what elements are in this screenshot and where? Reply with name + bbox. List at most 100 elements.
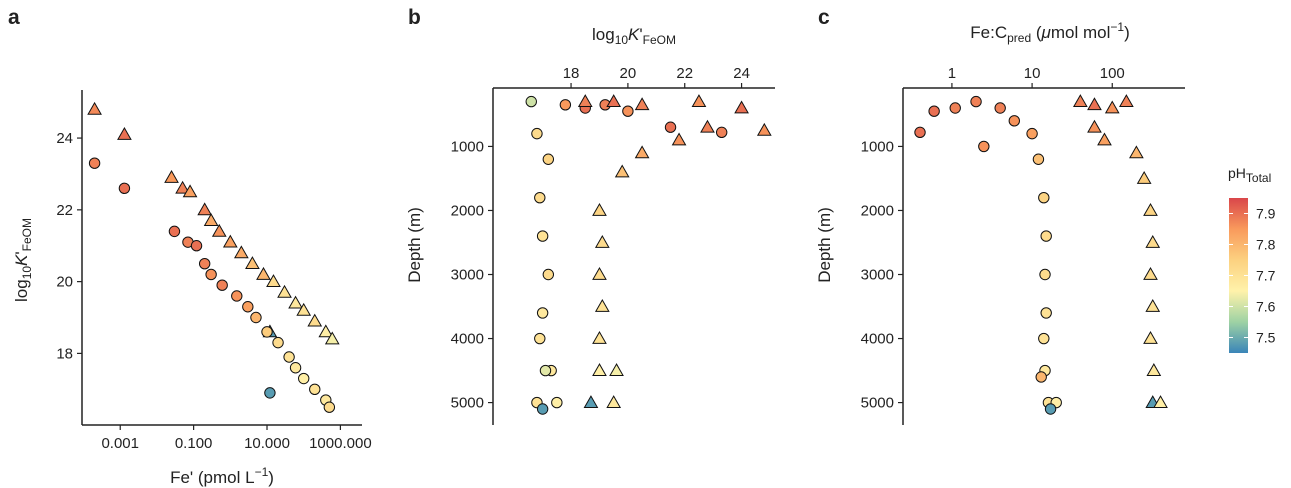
data-point-triangle xyxy=(1104,100,1120,114)
data-point-circle xyxy=(559,99,572,111)
data-point-triangle xyxy=(324,331,340,345)
panel-c-y-tick-label: 5000 xyxy=(861,395,894,412)
data-point-circle xyxy=(298,372,310,385)
panel-b-y-tick-label: 5000 xyxy=(451,395,484,412)
data-point-circle xyxy=(978,140,990,153)
panel-a-x-tick-label: 10.000 xyxy=(244,435,290,452)
panel-c-x-tick-label: 1 xyxy=(948,65,956,82)
data-point-circle xyxy=(622,105,634,117)
panel-a-y-tick-label: 22 xyxy=(56,202,73,219)
data-point-triangle xyxy=(296,302,312,316)
panel-b-y-title: Depth (m) xyxy=(405,207,424,283)
panel-a-y-tick-label: 24 xyxy=(56,130,73,147)
data-point-circle xyxy=(715,126,728,139)
data-point-circle xyxy=(1035,371,1047,383)
panel-c-y-tick-label: 3000 xyxy=(861,267,894,284)
data-point-circle xyxy=(1026,127,1038,140)
data-point-triangle xyxy=(594,299,610,312)
data-point-circle xyxy=(1039,268,1051,281)
panel-a-x-title: Fe' (pmol L−1) xyxy=(170,465,274,487)
data-point-triangle xyxy=(87,101,102,115)
data-point-triangle xyxy=(1145,299,1161,312)
panel-a-x-tick-label: 0.100 xyxy=(175,435,213,452)
data-point-circle xyxy=(198,257,211,270)
data-point-triangle xyxy=(1136,170,1152,184)
data-point-triangle xyxy=(307,313,323,327)
data-point-circle xyxy=(542,268,555,281)
data-point-circle xyxy=(536,403,549,415)
data-point-triangle xyxy=(592,267,607,280)
panel-a-x-tick-label: 1000.000 xyxy=(309,435,372,452)
data-point-triangle xyxy=(203,213,219,226)
data-point-circle xyxy=(1040,230,1052,242)
data-point-circle xyxy=(1008,115,1020,127)
data-point-circle xyxy=(914,126,926,139)
data-point-circle xyxy=(536,307,549,319)
data-point-triangle xyxy=(577,94,593,107)
data-point-triangle xyxy=(1143,331,1158,344)
data-point-circle xyxy=(168,225,181,238)
data-point-triangle xyxy=(222,234,238,248)
panel-c-x-tick-label: 10 xyxy=(1024,65,1041,82)
panel-a-y-title: log10K'FeOM xyxy=(12,218,34,302)
data-point-triangle xyxy=(117,126,132,140)
data-point-triangle xyxy=(266,274,281,287)
data-point-circle xyxy=(970,95,982,108)
panel-c-y-title: Depth (m) xyxy=(815,207,834,283)
data-point-triangle xyxy=(583,395,599,408)
panel-a-label: a xyxy=(8,6,20,29)
data-point-triangle xyxy=(1119,94,1134,107)
legend-tick-label: 7.6 xyxy=(1256,299,1276,315)
panel-c-y-tick-label: 1000 xyxy=(861,138,894,155)
data-point-triangle xyxy=(1146,363,1162,376)
data-point-triangle xyxy=(1143,267,1158,280)
panel-c-y-tick-label: 4000 xyxy=(861,331,894,348)
data-point-triangle xyxy=(700,119,715,133)
panel-c-x-title: Fe:Cpred (μmol mol−1) xyxy=(970,20,1129,45)
legend-tick-label: 7.9 xyxy=(1256,206,1276,222)
data-point-circle xyxy=(323,401,336,413)
data-point-triangle xyxy=(197,202,213,216)
data-point-circle xyxy=(205,268,217,281)
data-point-circle xyxy=(534,332,546,345)
data-point-triangle xyxy=(756,122,772,136)
data-point-triangle xyxy=(288,295,303,309)
panel-c-label: c xyxy=(818,6,830,29)
data-point-triangle xyxy=(1145,234,1161,248)
data-point-circle xyxy=(261,326,273,338)
data-point-triangle xyxy=(606,94,622,107)
data-point-circle xyxy=(216,279,228,291)
panel-b-x-title: log10K'FeOM xyxy=(592,25,676,47)
panel-b-plot: 18 20 22 24 1000 2000 3000 4000 5000 xyxy=(451,65,772,415)
data-point-triangle xyxy=(606,395,622,408)
data-point-circle xyxy=(88,157,101,169)
data-point-circle xyxy=(539,364,552,377)
data-point-triangle xyxy=(1153,395,1168,408)
data-point-triangle xyxy=(614,164,630,178)
data-point-circle xyxy=(272,336,284,349)
data-point-triangle xyxy=(318,324,334,338)
data-point-circle xyxy=(242,301,254,313)
data-point-circle xyxy=(949,102,961,114)
data-point-circle xyxy=(1038,332,1050,345)
panel-c-plot: 1 10 100 1000 2000 3000 4000 5000 xyxy=(861,65,1168,415)
panel-c: c 1 10 100 1000 2000 3000 4000 5000 Fe:Cpred (μ… xyxy=(815,6,1185,425)
data-point-circle xyxy=(551,396,563,409)
legend-colorbar xyxy=(1229,198,1248,353)
panel-c-x-tick-label: 100 xyxy=(1100,65,1125,82)
panel-b-x-tick-label: 24 xyxy=(733,65,750,82)
panel-c-y-tick-label: 2000 xyxy=(861,202,894,219)
data-point-circle xyxy=(309,383,321,395)
panel-b-y-tick-label: 3000 xyxy=(451,267,484,284)
data-point-triangle xyxy=(592,202,607,216)
panel-a-x-tick-label: 0.001 xyxy=(101,435,139,452)
data-point-circle xyxy=(289,362,302,374)
data-point-circle xyxy=(231,290,243,302)
panel-b-x-tick-label: 18 xyxy=(563,65,580,82)
data-point-circle xyxy=(264,387,276,399)
data-point-triangle xyxy=(592,331,607,344)
data-point-circle xyxy=(190,240,203,252)
data-point-circle xyxy=(531,127,543,140)
data-point-triangle xyxy=(175,180,190,194)
